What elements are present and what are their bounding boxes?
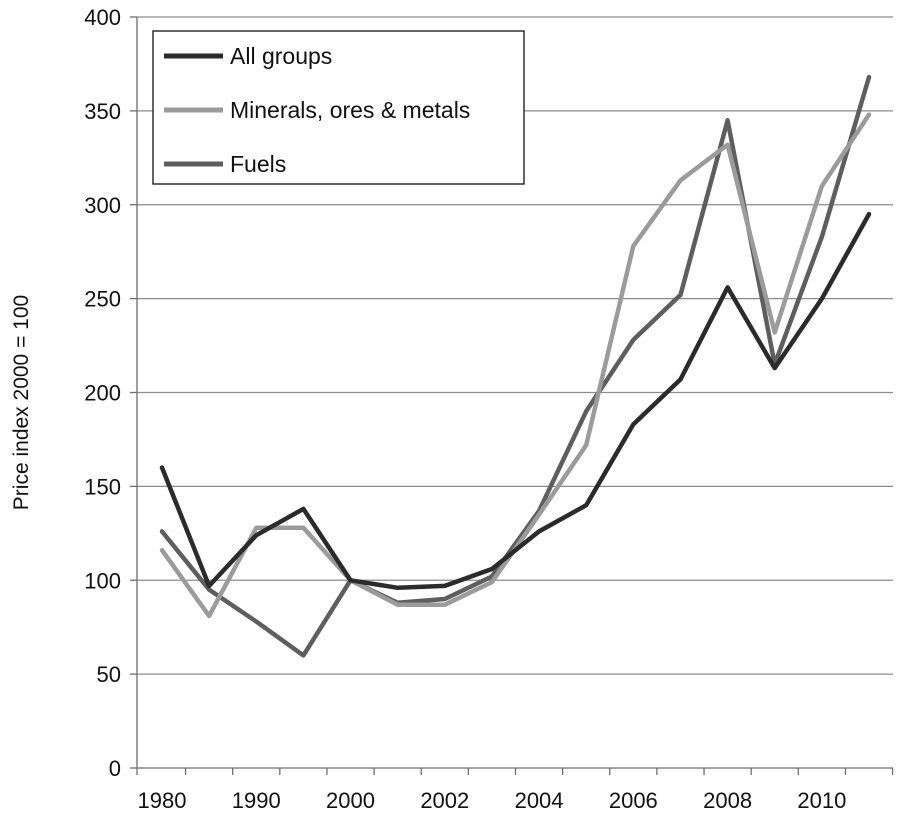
y-axis-title: Price index 2000 = 100 bbox=[10, 295, 33, 510]
x-tick-label: 2002 bbox=[420, 788, 469, 813]
x-tick-label: 2010 bbox=[797, 788, 846, 813]
y-tick-label: 150 bbox=[84, 474, 121, 499]
y-tick-label: 250 bbox=[84, 287, 121, 312]
y-tick-label: 50 bbox=[97, 662, 121, 687]
y-tick-label: 0 bbox=[109, 756, 121, 781]
x-tick-label: 1980 bbox=[138, 788, 187, 813]
x-tick-label: 2008 bbox=[703, 788, 752, 813]
legend-label: All groups bbox=[230, 43, 332, 69]
series-lines bbox=[159, 74, 872, 658]
x-tick-label: 2004 bbox=[515, 788, 564, 813]
y-tick-label: 100 bbox=[84, 568, 121, 593]
y-tick-label: 350 bbox=[84, 99, 121, 124]
y-tick-label: 400 bbox=[84, 5, 121, 30]
series-line-all-groups bbox=[159, 211, 872, 591]
legend-label: Fuels bbox=[230, 151, 286, 177]
y-tick-label: 200 bbox=[84, 381, 121, 406]
x-tick-label: 1990 bbox=[232, 788, 281, 813]
y-tick-labels: 0 50 100 150 200 250 300 350 400 bbox=[84, 5, 121, 781]
legend-label: Minerals, ores & metals bbox=[230, 97, 470, 123]
x-tick-label: 2000 bbox=[326, 788, 375, 813]
y-tick-label: 300 bbox=[84, 193, 121, 218]
x-tick-label: 2006 bbox=[609, 788, 658, 813]
x-tick-labels: 1980 1990 2000 2002 2004 2006 2008 2010 bbox=[136, 768, 894, 813]
legend: All groups Minerals, ores & metals Fuels bbox=[152, 30, 525, 185]
